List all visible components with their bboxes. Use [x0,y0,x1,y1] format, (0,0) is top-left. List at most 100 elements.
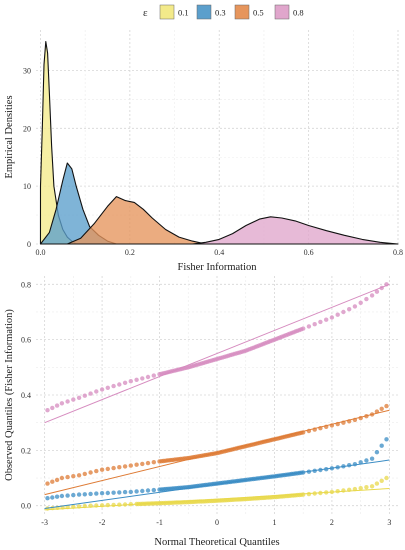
qq-point [335,312,340,317]
qq-reference-line-0.3 [44,459,390,509]
y-tick-label: 20 [23,124,31,133]
qq-point [358,300,363,305]
qq-point [358,460,363,465]
qq-point [45,496,50,501]
x-tick-label: 1 [272,518,276,527]
qq-point [318,319,323,325]
qq-point [140,376,145,381]
qq-point [306,324,312,329]
legend-items: 0.1 0.3 0.5 0.8 [159,4,304,20]
qq-point [324,317,329,322]
qq-point [65,493,70,498]
legend-title: ε [143,7,148,19]
qq-point [76,473,82,478]
qq-point [369,456,375,461]
qq-point [76,492,82,497]
qq-point [122,489,128,495]
legend-label-0.5: 0.5 [253,8,264,18]
qq-point [329,315,335,320]
legend-label-0.3: 0.3 [215,8,226,18]
qq-point [94,389,99,394]
qq-point [111,465,116,471]
qq-point [140,488,145,494]
qq-point [117,465,122,470]
qq-point [54,477,60,483]
y-tick-label: 30 [23,66,31,75]
qq-point [134,489,139,494]
qq-point [358,486,363,491]
qq-point [384,437,389,442]
qq-point [82,471,88,477]
qq-reference-line-0.1 [44,488,390,511]
y-tick-label: 10 [23,182,31,191]
qq-panel: -3 -2 -1 0 1 2 3 0.0 0.2 0.4 0.6 0.8 Normal Theoreti… [4,276,398,548]
qq-point [45,481,50,486]
qq-point [54,494,60,499]
qq-point [151,460,156,465]
density-area-0.5 [66,196,207,245]
qq-point [50,479,55,484]
qq-point [369,293,375,298]
y-axis-label: Empirical Densities [4,95,15,178]
qq-point [369,484,375,489]
qq-point [384,475,389,481]
qq-reference-line-0.5 [44,409,390,496]
qq-point [99,467,105,472]
qq-point [341,309,346,315]
x-tick-label: 0.2 [125,248,135,257]
qq-point [94,468,99,474]
qq-point [379,406,384,411]
qq-point [364,458,369,463]
qq-point [65,474,70,480]
y-tick-label: 0.4 [21,391,31,400]
grid [36,30,399,245]
qq-point [122,380,128,385]
legend-swatch-0.5 [234,4,250,20]
x-tick-label: 0.4 [214,248,224,257]
x-tick-label: 0 [215,518,219,527]
qq-point [111,490,116,495]
x-tick-label: 0.0 [35,248,45,257]
qq-series-0.5 [44,403,390,496]
qq-point [105,466,111,472]
y-tick-label: 0 [27,240,31,249]
qq-point [45,408,50,413]
qq-point [82,492,88,497]
qq-point [374,289,380,294]
qq-point [301,492,306,497]
qq-point [128,379,133,384]
qq-point [105,490,111,496]
density-panel: 0.0 0.2 0.4 0.6 0.8 0 10 20 30 Fisher Information… [4,30,403,273]
qq-point [59,401,65,406]
qq-point [352,304,358,309]
qq-point [88,470,93,475]
y-tick-label: 0.6 [21,336,31,345]
y-tick-label: 0.8 [21,280,31,289]
x-tick-label: 0.8 [393,248,403,257]
qq-point [50,405,55,411]
x-axis-label: Normal Theoretical Quantiles [154,537,279,548]
qq-point [99,387,105,392]
qq-point [312,322,317,327]
legend-label-0.1: 0.1 [178,8,189,18]
qq-point [117,382,122,387]
x-tick-label: -2 [99,518,106,527]
qq-point [105,502,111,508]
qq-reference-line-0.8 [44,283,390,424]
y-axis-label: Observed Quantiles (Fisher Information) [4,309,15,481]
qq-point [105,385,111,390]
qq-point [151,487,156,493]
qq-point [117,490,122,495]
qq-point [364,296,369,302]
qq-point [374,450,380,455]
qq-point [71,474,76,479]
x-tick-label: 0.6 [304,248,314,257]
legend-swatch-0.3 [196,4,212,20]
qq-point [59,493,65,499]
legend-swatch-0.8 [274,4,290,20]
qq-point [50,495,55,500]
qq-point [134,377,139,382]
qq-point [59,475,65,481]
qq-point [122,464,128,469]
qq-point [94,491,99,496]
